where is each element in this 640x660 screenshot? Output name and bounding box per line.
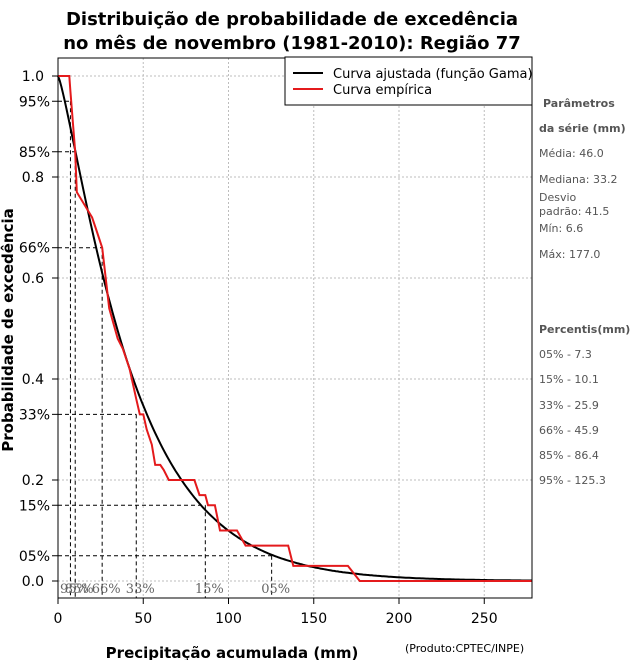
y-tick-label-5: 1.0 — [22, 69, 44, 85]
x-pct-label-0: 95% — [60, 582, 89, 597]
x-axis-label: Precipitação acumulada (mm) — [106, 644, 359, 660]
x-pct-label-1: 85% — [65, 582, 94, 597]
param-std-line2: padrão: 41.5 — [539, 205, 609, 218]
empirical-curve — [58, 75, 532, 582]
plot-frame — [57, 57, 533, 599]
params-heading-line2: da série (mm) — [539, 122, 626, 135]
x-pct-label-4: 15% — [195, 582, 224, 597]
percentile-15: 15% - 10.1 — [539, 373, 599, 386]
x-tick-label-150: 150 — [300, 611, 327, 627]
y-pct-label-2: 33% — [19, 407, 50, 423]
y-axis: 0.0 0.2 0.4 0.6 0.8 1.0 05% 15% 33% 66% 85% 95% — [19, 69, 58, 590]
x-tick-label-250: 250 — [471, 611, 498, 627]
chart-title-line1: Distribuição de probabilidade de excedên… — [66, 9, 518, 30]
x-tick-label-0: 0 — [54, 611, 63, 627]
percentile-05: 05% - 7.3 — [539, 348, 592, 361]
y-pct-label-0: 05% — [19, 549, 50, 565]
percentile-reference-lines — [58, 100, 273, 598]
credit-label: (Produto:CPTEC/INPE) — [405, 642, 524, 655]
y-tick-label-1: 0.2 — [22, 473, 44, 489]
y-tick-label-3: 0.6 — [22, 271, 44, 287]
legend: Curva ajustada (função Gama) Curva empír… — [284, 56, 533, 106]
curve-layer — [57, 75, 532, 582]
y-pct-label-1: 15% — [19, 498, 50, 514]
y-tick-label-4: 0.8 — [22, 170, 44, 186]
percentis-heading: Percentis(mm) — [539, 323, 630, 336]
x-pct-label-2: 66% — [92, 582, 121, 597]
param-max: Máx: 177.0 — [539, 248, 600, 261]
legend-empirical-label: Curva empírica — [333, 83, 432, 98]
percentile-85: 85% - 86.4 — [539, 449, 599, 462]
param-median: Mediana: 33.2 — [539, 173, 617, 186]
percentile-66: 66% - 45.9 — [539, 424, 599, 437]
params-heading-line1: Parâmetros — [543, 97, 615, 110]
y-axis-label: Probabilidade de excedência — [0, 208, 17, 452]
y-pct-label-4: 85% — [19, 145, 50, 161]
legend-fitted-label: Curva ajustada (função Gama) — [333, 67, 533, 82]
y-tick-label-0: 0.0 — [22, 574, 44, 590]
param-min: Mín: 6.6 — [539, 222, 583, 235]
percentile-33: 33% - 25.9 — [539, 399, 599, 412]
y-pct-label-5: 95% — [19, 94, 50, 110]
y-tick-label-2: 0.4 — [22, 372, 44, 388]
param-mean: Média: 46.0 — [539, 147, 604, 160]
legend-box — [284, 56, 533, 106]
chart-title-line2: no mês de novembro (1981-2010): Região 7… — [63, 33, 521, 54]
y-pct-label-3: 66% — [19, 241, 50, 257]
fitted-gamma-curve — [57, 75, 532, 582]
percentile-95: 95% - 125.3 — [539, 474, 606, 487]
x-axis: 0 50 100 150 200 250 — [54, 598, 498, 627]
x-percentile-labels: 95%85%66% 33% 15% 05% — [60, 582, 290, 597]
grid-layer — [58, 58, 532, 598]
x-tick-label-50: 50 — [134, 611, 152, 627]
x-pct-label-5: 05% — [261, 582, 290, 597]
side-panel: Parâmetros da série (mm) Média: 46.0 Med… — [539, 97, 630, 487]
x-pct-label-3: 33% — [126, 582, 155, 597]
x-tick-label-100: 100 — [215, 611, 242, 627]
param-std-line1: Desvio — [539, 191, 577, 204]
x-tick-label-200: 200 — [386, 611, 413, 627]
